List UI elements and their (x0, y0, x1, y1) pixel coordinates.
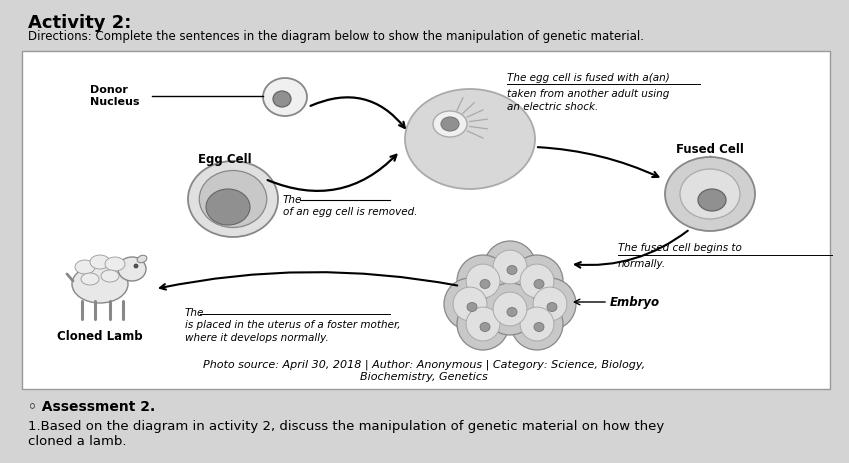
Text: The egg cell is fused with a(an): The egg cell is fused with a(an) (507, 73, 670, 83)
Text: Activity 2:: Activity 2: (28, 14, 132, 32)
Ellipse shape (441, 118, 459, 131)
Text: Embryo: Embryo (610, 296, 661, 309)
Ellipse shape (206, 189, 250, 225)
Text: The: The (185, 307, 205, 317)
Ellipse shape (480, 323, 490, 332)
Ellipse shape (524, 278, 576, 330)
Ellipse shape (665, 158, 755, 232)
Text: 1.Based on the diagram in activity 2, discuss the manipulation of genetic materi: 1.Based on the diagram in activity 2, di… (28, 419, 664, 447)
Ellipse shape (534, 323, 544, 332)
Ellipse shape (75, 260, 95, 275)
Ellipse shape (534, 280, 544, 289)
Text: Egg Cell: Egg Cell (198, 153, 251, 166)
Ellipse shape (263, 79, 307, 117)
Ellipse shape (680, 169, 740, 219)
Ellipse shape (547, 303, 557, 312)
Text: Fused Cell: Fused Cell (676, 143, 744, 156)
Ellipse shape (72, 265, 128, 303)
Ellipse shape (466, 307, 500, 341)
Ellipse shape (118, 257, 146, 282)
Ellipse shape (433, 112, 467, 138)
Ellipse shape (273, 92, 291, 108)
Text: Donor
Nucleus: Donor Nucleus (90, 85, 139, 106)
Text: an electric shock.: an electric shock. (507, 102, 599, 112)
Text: Directions: Complete the sentences in the diagram below to show the manipulation: Directions: Complete the sentences in th… (28, 30, 644, 43)
Text: ◦ Assessment 2.: ◦ Assessment 2. (28, 399, 155, 413)
Ellipse shape (81, 274, 99, 285)
Ellipse shape (466, 264, 500, 298)
Ellipse shape (511, 256, 563, 307)
Bar (22, 52, 830, 389)
Ellipse shape (405, 90, 535, 189)
Ellipse shape (698, 189, 726, 212)
Ellipse shape (444, 278, 496, 330)
Ellipse shape (188, 162, 278, 238)
Ellipse shape (453, 288, 486, 321)
Ellipse shape (457, 298, 509, 350)
Ellipse shape (520, 264, 554, 298)
Ellipse shape (493, 250, 527, 284)
Ellipse shape (134, 264, 138, 269)
Text: normally.: normally. (618, 258, 666, 269)
Text: The: The (283, 194, 302, 205)
Ellipse shape (200, 171, 267, 228)
Ellipse shape (484, 242, 536, 294)
Ellipse shape (533, 288, 567, 321)
Ellipse shape (457, 256, 509, 307)
Ellipse shape (507, 266, 517, 275)
Text: taken from another adult using: taken from another adult using (507, 89, 669, 99)
Text: where it develops normally.: where it develops normally. (185, 332, 329, 342)
Ellipse shape (138, 256, 147, 263)
Ellipse shape (511, 298, 563, 350)
Ellipse shape (520, 307, 554, 341)
Text: Photo source: April 30, 2018 | Author: Anonymous | Category: Science, Biology,
B: Photo source: April 30, 2018 | Author: A… (203, 359, 645, 381)
Ellipse shape (101, 270, 119, 282)
Text: of an egg cell is removed.: of an egg cell is removed. (283, 206, 418, 217)
Text: The fused cell begins to: The fused cell begins to (618, 243, 742, 252)
Ellipse shape (507, 308, 517, 317)
Ellipse shape (467, 303, 477, 312)
Ellipse shape (484, 283, 536, 335)
Text: Cloned Lamb: Cloned Lamb (57, 329, 143, 342)
Ellipse shape (480, 280, 490, 289)
Ellipse shape (90, 256, 110, 269)
Ellipse shape (105, 257, 125, 271)
Text: is placed in the uterus of a foster mother,: is placed in the uterus of a foster moth… (185, 319, 401, 329)
Ellipse shape (493, 293, 527, 326)
